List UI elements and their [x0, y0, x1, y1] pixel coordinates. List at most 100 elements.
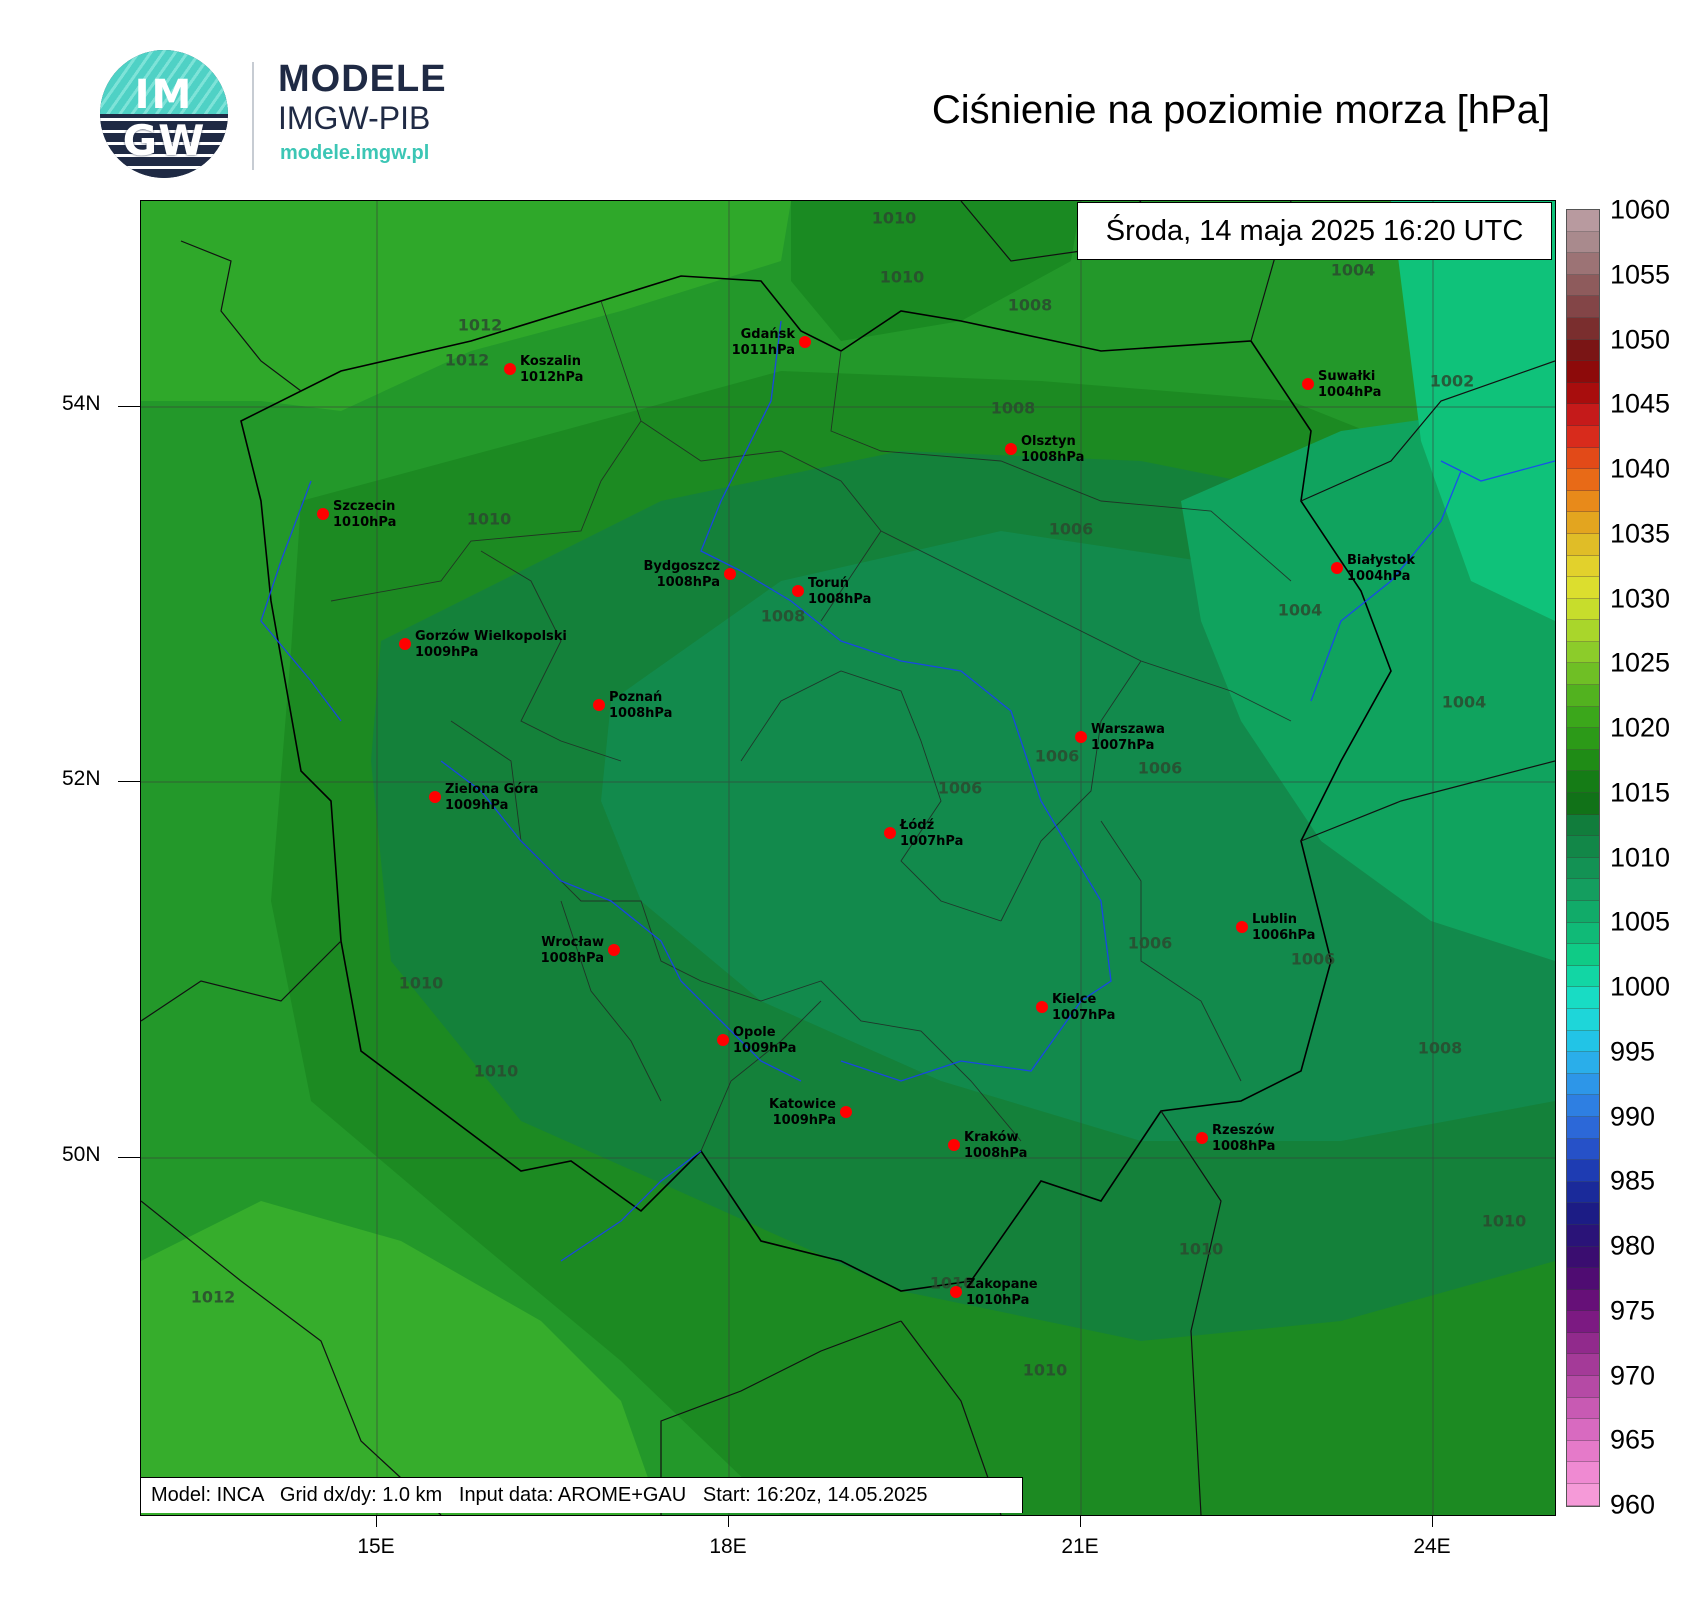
city-name: Szczecin [333, 499, 396, 514]
city-label: Łódź 1007hPa [900, 818, 963, 850]
brand-url[interactable]: modele.imgw.pl [280, 142, 430, 164]
colorbar-segment [1567, 1311, 1599, 1333]
city-dot [950, 1286, 962, 1298]
isobar-label: 1010 [466, 509, 512, 529]
isobar-label: 1012 [190, 1287, 236, 1307]
city-dot [593, 699, 605, 711]
isobar-label: 1010 [879, 267, 925, 287]
zone-1002 [1391, 201, 1555, 621]
city-label: Olsztyn 1008hPa [1021, 434, 1084, 466]
lat-label-52n: 52N [62, 767, 101, 790]
colorbar-segment [1567, 965, 1599, 988]
city-label: Suwałki 1004hPa [1318, 369, 1381, 401]
lat-label-54n: 54N [62, 392, 101, 415]
colorbar-segment [1567, 598, 1599, 621]
colorbar-tick-label: 1010 [1610, 842, 1671, 872]
colorbar-segment [1567, 987, 1599, 1009]
isobar-label: 1008 [1417, 1038, 1463, 1058]
colorbar-segment [1567, 1440, 1599, 1463]
city-dot [799, 336, 811, 348]
colorbar-segment [1567, 836, 1599, 858]
colorbar-segment [1567, 1181, 1599, 1204]
isobar-label: 1002 [1429, 371, 1475, 391]
city-label: Warszawa 1007hPa [1091, 722, 1165, 754]
isobar-label: 1010 [1178, 1239, 1224, 1259]
zone-1012-southwest [141, 1201, 661, 1515]
colorbar-tick-label: 965 [1610, 1424, 1656, 1455]
city-pressure: 1008hPa [1212, 1139, 1276, 1154]
colorbar-segment [1567, 857, 1599, 880]
colorbar-segment [1567, 1203, 1599, 1225]
isobar-label: 1010 [929, 1273, 975, 1293]
city-name: Koszalin [520, 354, 582, 369]
colorbar-segment [1567, 1224, 1599, 1247]
colorbar-segment [1567, 1246, 1599, 1269]
colorbar-segment [1567, 1289, 1599, 1312]
city-pressure: 1008hPa [964, 1146, 1028, 1161]
logo-emblem: IM GW [100, 50, 228, 178]
city-label: Szczecin 1010hPa [333, 499, 396, 531]
city-name: Rzeszów [1212, 1123, 1275, 1138]
city-label: Katowice 1009hPa [769, 1097, 836, 1129]
city-pressure: 1006hPa [1252, 928, 1316, 943]
colorbar-segment [1567, 1268, 1599, 1290]
colorbar-segment [1567, 1484, 1599, 1506]
zone-1010-north [791, 201, 1081, 341]
city-dot [1302, 378, 1314, 390]
colorbar-segment [1567, 339, 1599, 362]
city-label: Toruń 1008hPa [808, 576, 871, 608]
city-name: Warszawa [1091, 722, 1165, 737]
colorbar-tick-label: 1015 [1610, 777, 1671, 808]
map-canvas [141, 201, 1555, 1515]
lat-label-50n: 50N [62, 1143, 101, 1166]
colorbar-segment [1567, 1008, 1599, 1031]
isobar-label: 1012 [457, 315, 503, 335]
city-dot [840, 1106, 852, 1118]
city-name: Olsztyn [1021, 434, 1076, 449]
colorbar-segment [1567, 404, 1599, 426]
city-dot [317, 508, 329, 520]
city-pressure: 1009hPa [415, 645, 479, 660]
city-pressure: 1010hPa [966, 1293, 1030, 1308]
isobar-label: 1006 [1034, 746, 1080, 766]
city-pressure: 1008hPa [540, 951, 604, 966]
city-label: Zakopane 1010hPa [966, 1277, 1038, 1309]
lon-label-18e: 18E [709, 1535, 747, 1558]
colorbar-segment [1567, 879, 1599, 901]
colorbar-segment [1567, 490, 1599, 513]
city-pressure: 1004hPa [1318, 385, 1382, 400]
isobar-label: 1010 [1022, 1360, 1068, 1380]
city-pressure: 1004hPa [1347, 569, 1411, 584]
colorbar-tick-label: 1020 [1610, 712, 1671, 743]
city-label: Opole 1009hPa [733, 1025, 796, 1057]
city-name: Gdańsk [740, 327, 795, 342]
valid-time-label: Środa, 14 maja 2025 16:20 UTC [1077, 202, 1552, 260]
colorbar-tick-label: 985 [1610, 1165, 1656, 1196]
colorbar-segment [1567, 1052, 1599, 1074]
rivers [260, 320, 1555, 1262]
lon-tick-21e [1080, 1515, 1081, 1527]
isobar-label: 1010 [871, 208, 917, 228]
colorbar-segment [1567, 512, 1599, 534]
city-pressure: 1008hPa [609, 706, 673, 721]
colorbar-tick-label: 1005 [1610, 906, 1671, 937]
imgw-logo: IM GW MODELE IMGW-PIB modele.imgw.pl [100, 50, 540, 180]
colorbar-tick-label: 990 [1610, 1101, 1656, 1131]
colorbar-segment [1567, 447, 1599, 470]
city-name: Kielce [1052, 992, 1097, 1007]
colorbar-tick-label: 1000 [1610, 971, 1671, 1002]
city-pressure: 1012hPa [520, 370, 584, 385]
colorbar-segment [1567, 1030, 1599, 1053]
colorbar-tick-label: 960 [1610, 1489, 1656, 1520]
colorbar-segment [1567, 1073, 1599, 1096]
colorbar-segment [1567, 469, 1599, 491]
city-dot [884, 827, 896, 839]
city-label: Zielona Góra 1009hPa [445, 782, 538, 814]
colorbar-segment [1567, 1419, 1599, 1441]
city-label: Wrocław 1008hPa [541, 935, 604, 967]
colorbar-segment [1567, 296, 1599, 318]
city-name: Katowice [769, 1097, 836, 1112]
model-info-label: Model: INCA Grid dx/dy: 1.0 km Input dat… [141, 1477, 1023, 1513]
city-dot [717, 1034, 729, 1046]
city-pressure: 1008hPa [656, 575, 720, 590]
